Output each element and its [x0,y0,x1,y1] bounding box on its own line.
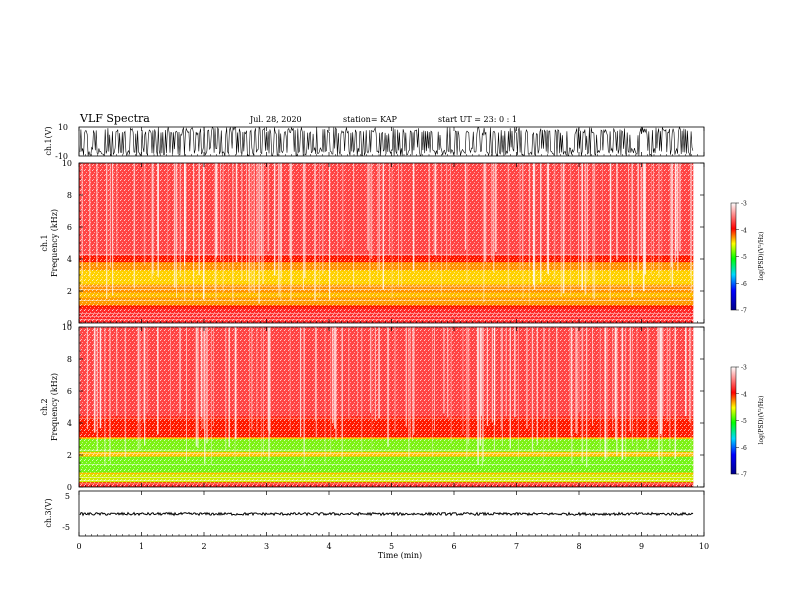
ch1-ytick-bottom: -10 [55,152,68,161]
colorbar-tick-label: -3 [741,365,747,372]
ch1-ylabel-line2: Frequency (kHz) [50,209,59,277]
spectrum-empty [693,163,704,323]
time-axis-label: Time (min) [378,551,422,560]
colorbar-tick-label: -4 [741,391,747,398]
x-tick-label: 9 [639,542,644,551]
y-tick-label: 8 [67,355,72,364]
time-axis: 0 1 2 3 4 5 6 7 8 9 10 [76,127,709,551]
ch3-ylabel: ch.3(V) [44,498,53,527]
station-label: station= KAP [343,115,398,124]
x-tick-label: 3 [264,542,269,551]
ch1-ylabel: ch.1(V) [44,126,53,155]
x-tick-label: 1 [139,542,144,551]
start-time-label: start UT = 23: 0 : 1 [438,115,517,124]
colorbar-tick-label: -6 [741,281,747,288]
y-tick-label: 6 [67,387,72,396]
y-tick-label: 10 [62,159,72,168]
ch1-colorbar [730,202,737,311]
y-tick-label: 0 [67,483,72,492]
y-tick-label: 4 [67,419,72,428]
ch2-colorbar-label: log(PSD)(V²/Hz) [758,396,765,445]
colorbar-tick-label: -5 [741,418,747,425]
x-tick-label: 8 [576,542,581,551]
ch2-ylabel-line2: Frequency (kHz) [50,373,59,441]
colorbar-tick-label: -3 [741,201,747,208]
x-tick-label: 7 [514,542,519,551]
ch1-ylabel-line1: ch.1 [40,234,49,251]
spectrum-empty [693,327,704,487]
ch2-spectrogram-heatmap [79,327,704,487]
ch3-waveform-panel: 5 -5 ch.3(V) [44,490,705,537]
colorbar-tick-label: -7 [741,472,747,479]
y-tick-label: 4 [67,255,72,264]
colorbar-tick-label: -6 [741,445,747,452]
x-tick-label: 6 [451,542,456,551]
y-tick-label: 8 [67,191,72,200]
ch3-ytick-top: 5 [65,492,70,501]
x-tick-label: 5 [389,542,394,551]
ch1-colorbar-label: log(PSD)(V²/Hz) [758,232,765,281]
x-tick-label: 2 [201,542,206,551]
y-tick-label: 2 [67,451,72,460]
colorbar-tick-label: -7 [741,308,747,315]
ch1-ytick-top: 10 [58,123,68,132]
figure-title: VLF Spectra [79,112,150,125]
x-tick-label: 10 [699,542,709,551]
colorbar-tick-label: -5 [741,254,747,261]
ch1-waveform-panel: 10 -10 ch.1(V) [44,123,705,161]
ch3-waveform-trace [79,511,694,517]
colorbar-tick-label: -4 [741,227,747,234]
y-tick-label: 6 [67,223,72,232]
ch1-spectrogram-heatmap [79,163,704,323]
x-tick-label: 0 [76,542,81,551]
x-tick-label: 4 [326,542,331,551]
spectrum-speckle [79,327,694,487]
ch2-colorbar [730,366,737,475]
ch3-ytick-bottom: -5 [62,523,70,532]
ch2-ylabel-line1: ch.2 [40,398,49,415]
ch1-waveform-trace [79,126,694,158]
y-tick-label: 2 [67,287,72,296]
spectrum-speckle [79,163,694,323]
date-label: Jul. 28, 2020 [249,115,302,124]
y-tick-label: 10 [62,323,72,332]
y-tick-label: 0 [67,319,72,328]
